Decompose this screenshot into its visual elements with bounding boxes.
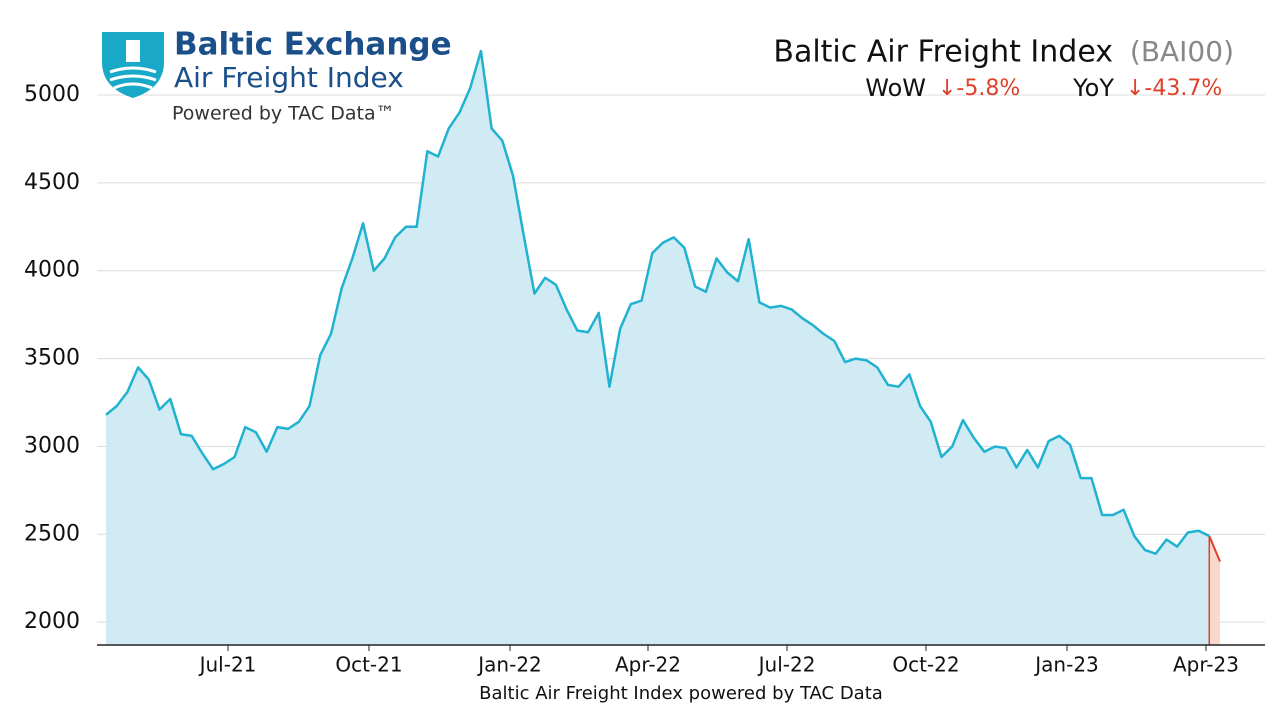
x-axis-label: Baltic Air Freight Index powered by TAC … <box>479 683 883 704</box>
logo-tower <box>126 40 140 62</box>
line <box>105 49 1210 555</box>
x-tick-label: Apr-22 <box>615 653 681 677</box>
x-tick-label: Oct-21 <box>335 653 402 677</box>
y-tick-label: 2500 <box>24 521 80 546</box>
wow-label: WoW <box>865 74 926 102</box>
title-code: (BAI00) <box>1130 35 1234 68</box>
x-tick-label: Jan-22 <box>476 653 542 677</box>
x-tick-label: Jul-22 <box>757 653 816 677</box>
area <box>106 51 1210 646</box>
x-tick-label: Jul-21 <box>198 653 257 677</box>
y-tick-label: 3500 <box>24 346 80 371</box>
wow-value: ↓-5.8% <box>938 76 1020 101</box>
x-tick-label: Oct-22 <box>892 653 959 677</box>
y-tick-label: 4500 <box>24 170 80 195</box>
chart-title: Baltic Air Freight Index <box>773 35 1113 70</box>
y-tick-label: 4000 <box>24 258 80 283</box>
logo-shield <box>102 32 164 98</box>
y-tick-label: 3000 <box>24 433 80 458</box>
logo-powered: Powered by TAC Data™ <box>172 103 395 125</box>
plot: 2000 2500 3000 3500 4000 4500 5000 Jul-21 Oct-21… <box>24 49 1265 677</box>
last-change-area <box>1209 536 1220 645</box>
logo-waves <box>109 66 157 90</box>
yoy-value: ↓-43.7% <box>1126 76 1222 101</box>
y-tick-label: 5000 <box>24 82 80 107</box>
x-tick-label: Jan-23 <box>1033 653 1099 677</box>
logo-subtitle: Air Freight Index <box>174 61 404 94</box>
yoy-label: YoY <box>1072 74 1114 102</box>
logo: Baltic Exchange Air Freight Index Powere… <box>102 27 452 125</box>
y-tick-label: 2000 <box>24 609 80 634</box>
x-tick-label: Apr-23 <box>1173 653 1239 677</box>
logo-name: Baltic Exchange <box>174 27 452 63</box>
last-change-line <box>1208 535 1221 562</box>
